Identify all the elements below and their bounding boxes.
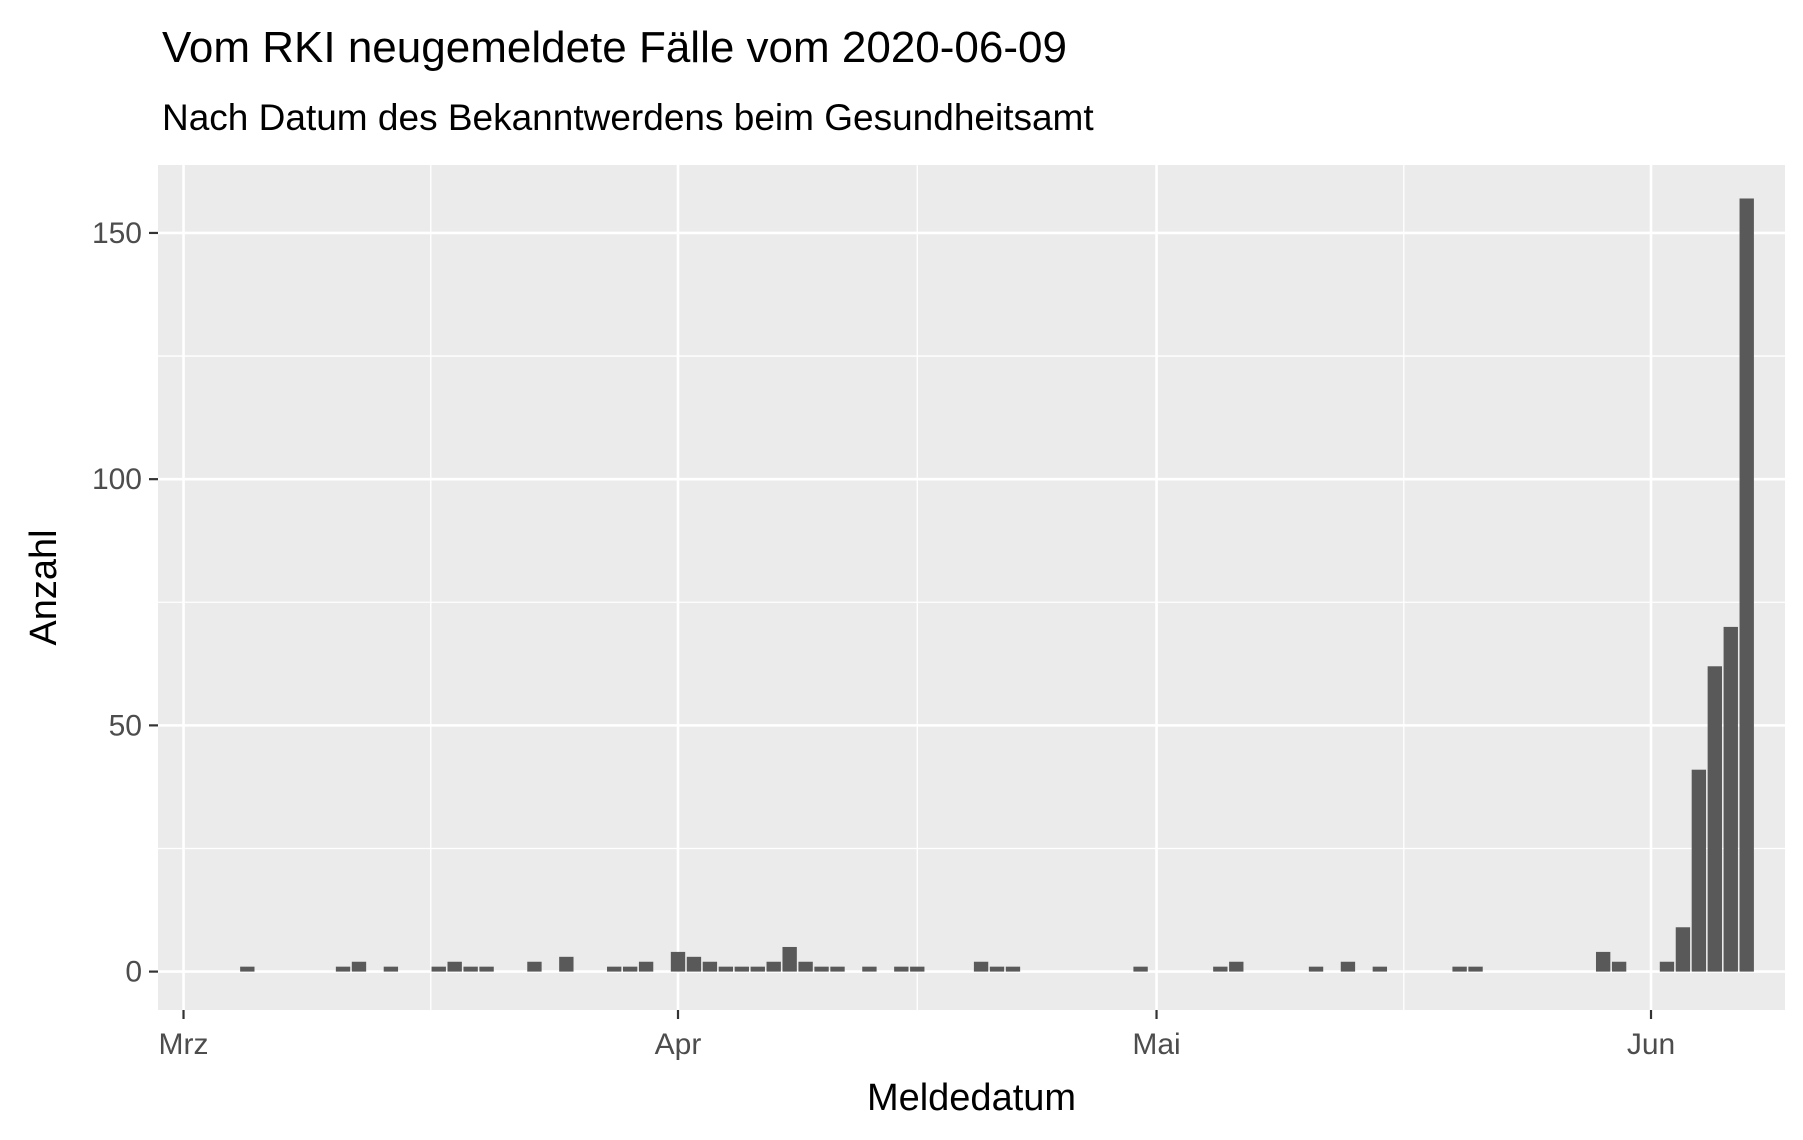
bars (240, 198, 1754, 972)
x-tick-label-3: Jun (1627, 1028, 1675, 1061)
bar-2020-05-21 (1468, 966, 1483, 972)
x-axis-title: Meldedatum (867, 1077, 1076, 1119)
bar-2020-04-15 (894, 966, 909, 972)
bar-2020-03-05 (240, 966, 255, 972)
bar-2020-04-04 (718, 966, 734, 972)
bar-2020-03-11 (335, 966, 351, 972)
bar-2020-04-09 (798, 961, 813, 972)
bar-2020-06-06 (1723, 626, 1738, 972)
bar-2020-06-07 (1739, 198, 1754, 972)
bar-2020-03-18 (447, 961, 462, 972)
bar-2020-04-11 (830, 966, 845, 972)
bar-2020-05-06 (1229, 961, 1244, 972)
bar-2020-03-29 (622, 966, 638, 972)
y-tick-label-3: 150 (92, 217, 142, 250)
bar-2020-04-03 (702, 961, 718, 972)
bar-2020-04-22 (1005, 966, 1021, 972)
y-tick-label-0: 0 (125, 956, 142, 989)
bar-2020-04-16 (910, 966, 925, 972)
bar-2020-05-13 (1340, 961, 1356, 972)
bar-2020-03-25 (559, 956, 574, 972)
bar-2020-03-23 (527, 961, 542, 972)
bar-2020-05-29 (1595, 951, 1611, 972)
bar-2020-06-03 (1675, 927, 1691, 972)
plot-panel (158, 165, 1785, 1010)
bar-2020-03-19 (463, 966, 478, 972)
y-tick-label-2: 100 (92, 463, 142, 496)
x-tick-label-1: Apr (655, 1028, 702, 1061)
bar-2020-04-21 (989, 966, 1005, 972)
bar-2020-05-05 (1213, 966, 1228, 972)
y-axis: 0 50 100 150 (92, 217, 158, 989)
bar-2020-03-17 (431, 966, 446, 972)
bar-2020-03-28 (607, 966, 622, 972)
bar-2020-05-11 (1308, 966, 1324, 972)
chart-subtitle: Nach Datum des Bekanntwerdens beim Gesun… (162, 97, 1094, 138)
bar-2020-04-08 (782, 946, 797, 972)
bar-2020-04-07 (766, 961, 781, 972)
bar-2020-06-02 (1659, 961, 1675, 972)
y-axis-title: Anzahl (23, 529, 65, 645)
minor-gridlines (158, 165, 1785, 1010)
bar-2020-04-01 (670, 951, 686, 972)
bar-2020-05-20 (1452, 966, 1467, 972)
bar-2020-05-30 (1611, 961, 1627, 972)
chart-title: Vom RKI neugemeldete Fälle vom 2020-06-0… (162, 23, 1067, 72)
bar-2020-03-12 (351, 961, 367, 972)
bar-2020-03-14 (383, 966, 399, 972)
x-axis: Mrz Apr Mai Jun (159, 1010, 1675, 1061)
bar-2020-04-20 (973, 961, 989, 972)
bar-2020-03-20 (479, 966, 494, 972)
x-tick-label-0: Mrz (159, 1028, 209, 1061)
bar-2020-04-06 (750, 966, 765, 972)
bar-2020-04-30 (1133, 966, 1148, 972)
bar-2020-04-02 (686, 956, 702, 972)
bar-2020-04-05 (734, 966, 749, 972)
bar-2020-04-13 (862, 966, 877, 972)
bar-2020-03-30 (638, 961, 654, 972)
x-tick-label-2: Mai (1132, 1028, 1180, 1061)
bar-2020-06-05 (1707, 666, 1722, 972)
y-tick-label-1: 50 (109, 709, 142, 742)
major-gridlines (158, 165, 1785, 1010)
bar-2020-05-15 (1372, 966, 1388, 972)
bar-2020-06-04 (1691, 769, 1707, 972)
bar-2020-04-10 (814, 966, 829, 972)
